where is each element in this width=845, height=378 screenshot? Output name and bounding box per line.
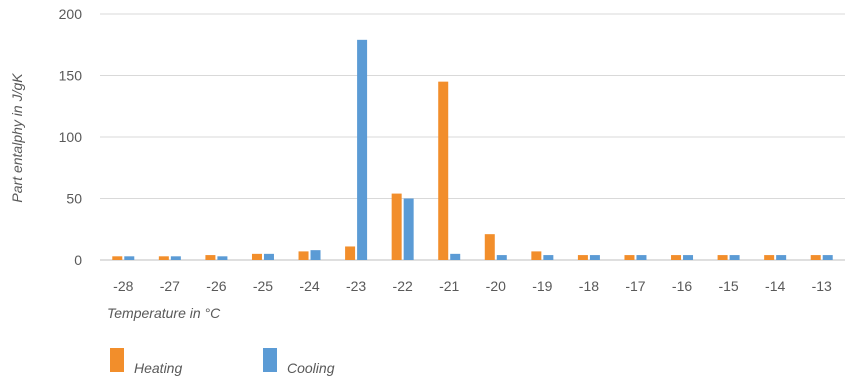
x-tick-label: -19 <box>532 278 552 294</box>
x-tick-label: -16 <box>672 278 692 294</box>
bar-heating--16 <box>671 255 682 260</box>
bar-cooling--25 <box>263 253 274 260</box>
bar-cooling--22 <box>403 198 414 260</box>
x-tick-label: -26 <box>206 278 226 294</box>
x-tick-label: -24 <box>299 278 319 294</box>
bar-cooling--17 <box>636 255 647 260</box>
gridlines <box>100 13 845 261</box>
y-axis-title: Part entalphy in J/gK <box>9 73 25 203</box>
y-tick-label: 150 <box>59 68 83 84</box>
bar-cooling--28 <box>124 256 135 260</box>
x-tick-label: -18 <box>579 278 599 294</box>
x-tick-label: -28 <box>113 278 133 294</box>
y-tick-label: 100 <box>59 129 83 145</box>
x-tick-label: -20 <box>486 278 506 294</box>
legend-label-cooling: Cooling <box>287 360 335 376</box>
legend-label-heating: Heating <box>134 360 182 376</box>
x-tick-label: -23 <box>346 278 366 294</box>
bar-heating--27 <box>158 256 169 260</box>
x-axis-ticks: -28 -27 -26 -25 -24 -23 -22 -21 -20 -19 -18 -17 -16 -… <box>113 278 832 294</box>
bar-heating--20 <box>484 234 495 260</box>
legend-swatch-heating <box>110 348 124 372</box>
bars <box>112 39 833 261</box>
y-tick-label: 0 <box>74 252 82 268</box>
legend-swatch-cooling <box>263 348 277 372</box>
bar-cooling--15 <box>729 255 740 260</box>
y-axis-ticks: 0 50 100 150 200 <box>59 6 83 268</box>
x-tick-label: -25 <box>253 278 273 294</box>
x-tick-label: -21 <box>439 278 459 294</box>
bar-cooling--26 <box>217 256 228 260</box>
bar-heating--17 <box>624 255 635 260</box>
bar-cooling--14 <box>776 255 787 260</box>
bar-heating--18 <box>577 255 588 260</box>
y-tick-label: 200 <box>59 6 83 22</box>
bar-cooling--23 <box>357 39 368 260</box>
bar-heating--23 <box>345 246 356 260</box>
bar-heating--21 <box>438 81 449 261</box>
bar-cooling--20 <box>496 255 507 260</box>
x-tick-label: -17 <box>625 278 645 294</box>
y-tick-label: 50 <box>66 191 82 207</box>
bar-cooling--21 <box>450 253 461 260</box>
bar-cooling--19 <box>543 255 554 260</box>
bar-heating--19 <box>531 251 542 260</box>
x-axis-title: Temperature in °C <box>107 305 221 321</box>
x-tick-label: -15 <box>718 278 738 294</box>
x-tick-label: -13 <box>812 278 832 294</box>
bar-heating--24 <box>298 251 309 260</box>
bar-heating--22 <box>391 193 402 260</box>
bar-cooling--24 <box>310 250 321 260</box>
bar-heating--25 <box>251 253 262 260</box>
bar-heating--28 <box>112 256 123 260</box>
bar-cooling--13 <box>822 255 833 260</box>
bar-heating--26 <box>205 255 216 260</box>
bar-heating--15 <box>717 255 728 260</box>
x-tick-label: -14 <box>765 278 785 294</box>
bar-cooling--27 <box>170 256 181 260</box>
x-tick-label: -27 <box>160 278 180 294</box>
legend: Heating Cooling <box>110 348 335 376</box>
bar-heating--14 <box>764 255 775 260</box>
bar-heating--13 <box>810 255 821 260</box>
x-tick-label: -22 <box>393 278 413 294</box>
bar-cooling--16 <box>683 255 694 260</box>
bar-cooling--18 <box>589 255 600 260</box>
